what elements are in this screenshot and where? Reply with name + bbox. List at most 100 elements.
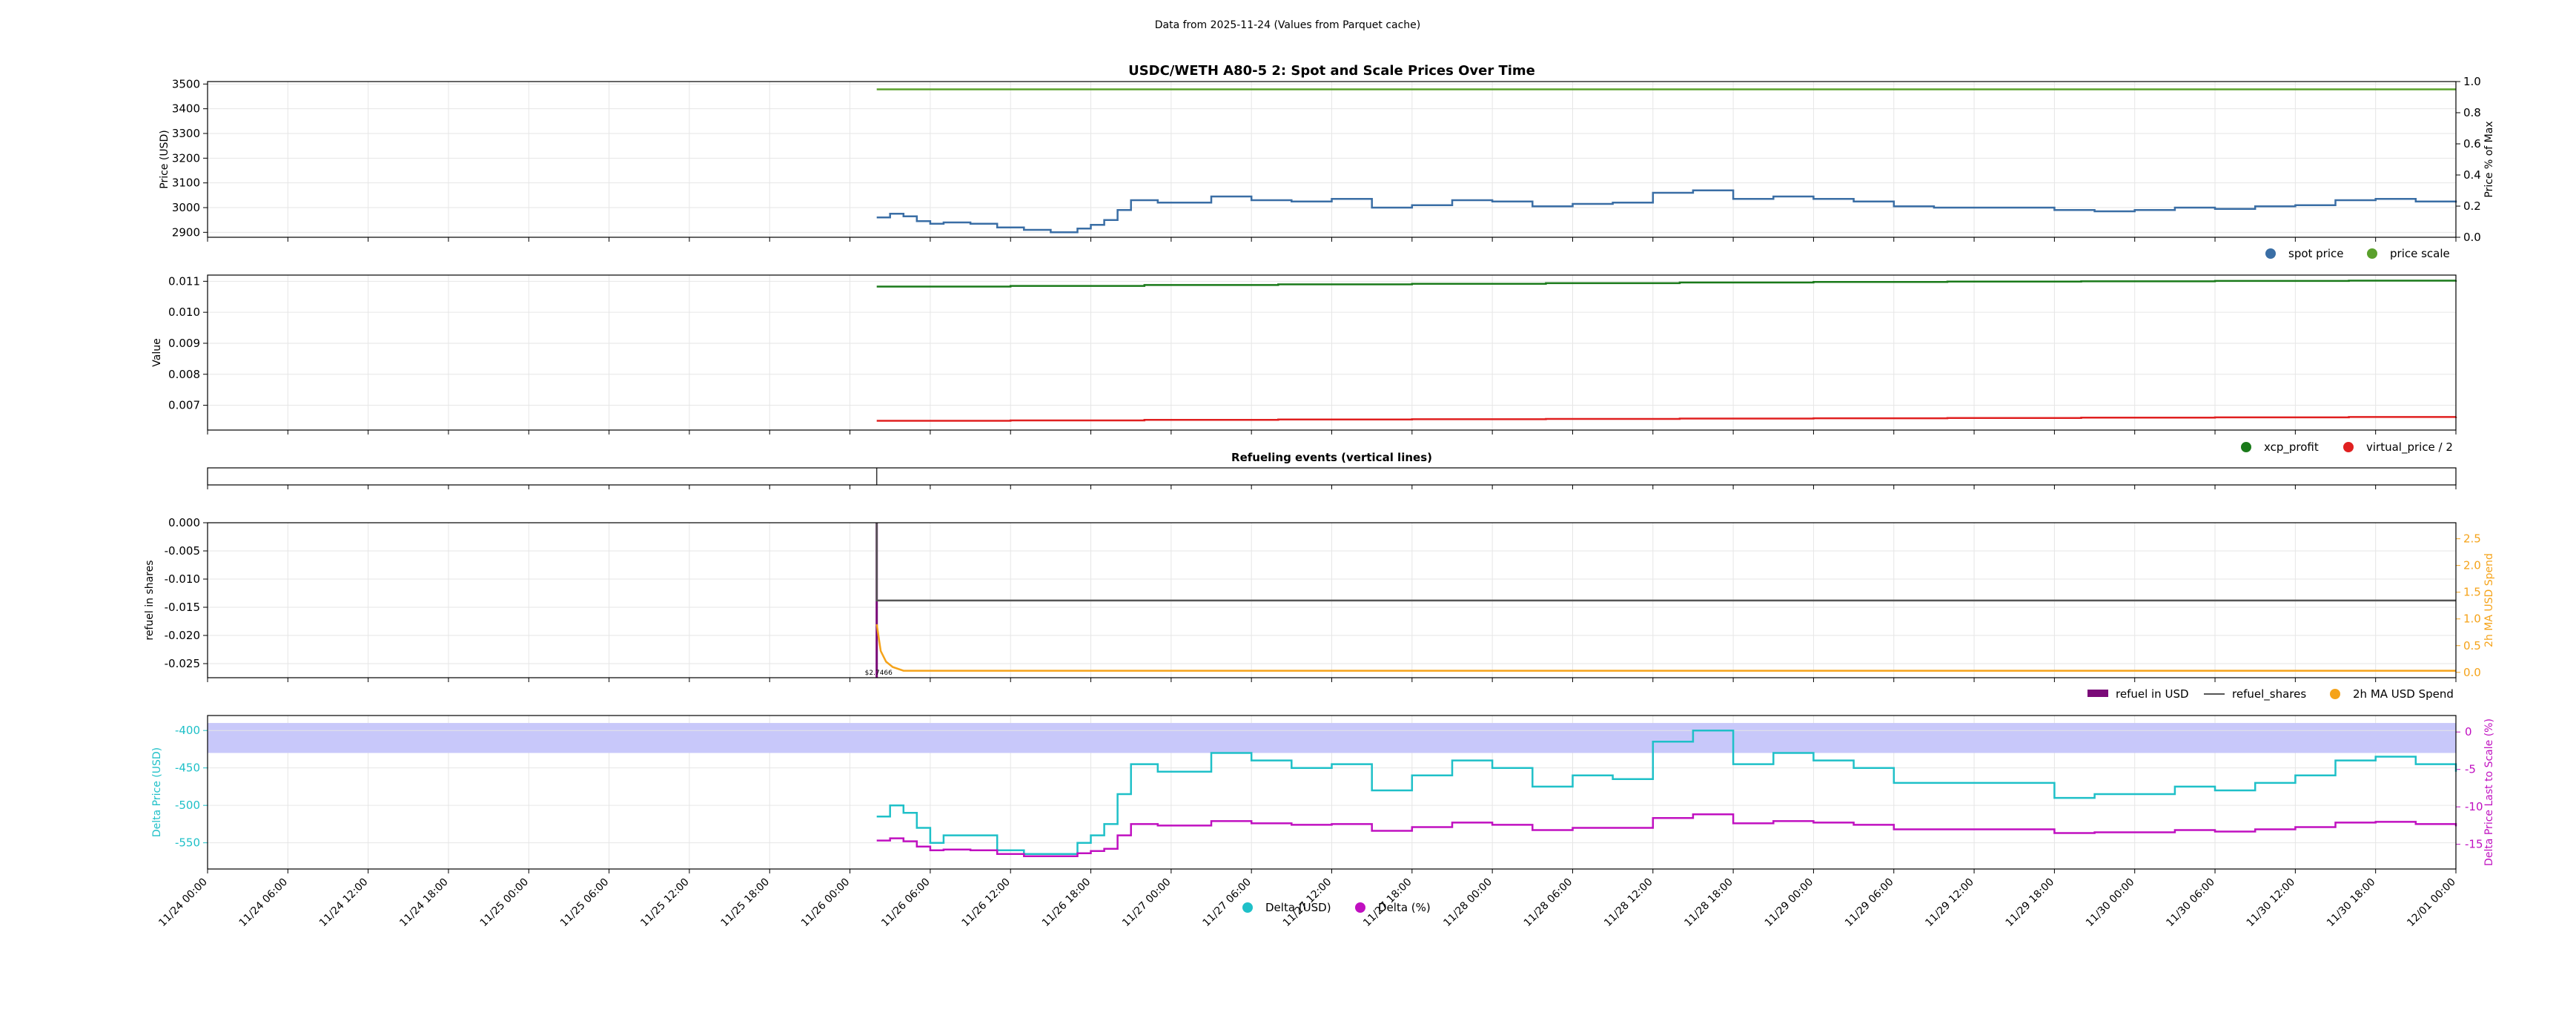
panel-delta-price: 11/24 00:00 11/24 06:00 11/24 12:00 11/24 1… xyxy=(151,715,2495,930)
legend-marker xyxy=(1355,902,1365,913)
y-tick-label: 3100 xyxy=(172,176,200,190)
x-tick-label: 11/27 06:00 xyxy=(1200,876,1254,930)
chart-title: USDC/WETH A80-5 2: Spot and Scale Prices… xyxy=(1128,63,1535,79)
legend-marker xyxy=(2241,442,2251,452)
y-tick-label: 0.011 xyxy=(168,274,200,288)
chart-title: Refueling events (vertical lines) xyxy=(1231,451,1432,464)
y-right-tick-label: 2.5 xyxy=(2463,532,2481,546)
y-right-tick-label: 0.8 xyxy=(2463,106,2481,119)
panel-spot-scale-prices: 3500 3400 3300 3200 3100 3000 2900 1.0 0.8 0.6 0.4… xyxy=(159,63,2495,260)
y-right-axis-label: 2h MA USD Spend xyxy=(2483,553,2495,647)
refuel-shares-line xyxy=(875,523,2456,602)
legend-label: price scale xyxy=(2390,247,2450,260)
panel-xcp-virtual-price: 0.011 0.010 0.009 0.008 0.007 Value xcp_profit… xyxy=(151,274,2457,455)
x-tick-label: 11/29 12:00 xyxy=(1923,876,1976,930)
y-right-tick-label: 0.6 xyxy=(2463,137,2481,151)
y-axis-label: Delta Price (USD) xyxy=(151,747,163,837)
plot-frame xyxy=(207,81,2457,238)
legend-label: virtual_price / 2 xyxy=(2366,440,2453,455)
x-tick-label: 11/28 06:00 xyxy=(1522,876,1575,930)
legend-label: xcp_profit xyxy=(2264,440,2319,455)
x-tick-label: 11/30 00:00 xyxy=(2084,876,2137,930)
plot-frame xyxy=(207,715,2457,870)
y-tick-label: -0.025 xyxy=(165,657,200,670)
y-axis-label: refuel in shares xyxy=(144,560,156,640)
legend-label: refuel_shares xyxy=(2232,687,2306,701)
y-tick-label: 3400 xyxy=(172,102,200,116)
y-right-axis-label: Price % of Max xyxy=(2483,121,2495,197)
y-right-tick-label: 0.0 xyxy=(2463,666,2481,679)
x-tick-label: 11/26 00:00 xyxy=(799,876,852,930)
x-tick-label: 11/28 00:00 xyxy=(1441,876,1494,930)
xcp-profit-line xyxy=(876,280,2457,288)
x-tick-label: 11/25 12:00 xyxy=(638,876,692,930)
x-tick-label: 11/30 06:00 xyxy=(2164,876,2217,930)
y-tick-label: -550 xyxy=(175,836,200,850)
x-tick-label: 11/27 00:00 xyxy=(1120,876,1173,930)
x-tick-label: 11/30 18:00 xyxy=(2325,876,2378,930)
x-tick-label: 11/24 00:00 xyxy=(156,876,210,930)
x-tick-label: 11/29 18:00 xyxy=(2004,876,2057,930)
y-tick-label: 3500 xyxy=(172,77,200,90)
x-tick-label: 11/30 12:00 xyxy=(2245,876,2298,930)
figure-suptitle: Data from 2025-11-24 (Values from Parque… xyxy=(1155,19,1421,31)
legend-marker xyxy=(2343,442,2354,452)
plot-frame xyxy=(207,522,2457,678)
y-right-tick-label: 0.4 xyxy=(2463,168,2481,182)
y-right-tick-label: 0.5 xyxy=(2463,639,2481,652)
x-tick-label: 11/25 00:00 xyxy=(478,876,532,930)
legend-marker xyxy=(2330,689,2340,699)
y-right-tick-label: 1.0 xyxy=(2463,612,2481,626)
x-tick-label: 11/26 06:00 xyxy=(879,876,933,930)
legend-label: 2h MA USD Spend xyxy=(2353,687,2454,701)
refuel-annotation: $2.7466 xyxy=(865,670,893,677)
target-band xyxy=(208,723,2456,753)
x-tick-label: 11/28 12:00 xyxy=(1602,876,1655,930)
y-tick-label: -0.010 xyxy=(165,572,200,586)
x-tick-label: 11/28 18:00 xyxy=(1682,876,1735,930)
y-tick-label: 3300 xyxy=(172,127,200,140)
ma-usd-spend-line xyxy=(875,624,2456,672)
legend-marker xyxy=(1242,902,1253,913)
y-right-tick-label: 0.0 xyxy=(2463,231,2481,244)
y-right-tick-label: 2.0 xyxy=(2463,559,2481,572)
y-axis-label: Price (USD) xyxy=(159,130,170,188)
y-tick-label: 0.007 xyxy=(168,399,200,412)
delta-percent-line xyxy=(876,813,2457,858)
x-tick-label: 11/29 00:00 xyxy=(1763,876,1816,930)
legend-marker xyxy=(2367,248,2377,259)
y-tick-label: 0.000 xyxy=(168,516,200,529)
y-right-axis-label: Delta Price Last to Scale (%) xyxy=(2483,718,2495,866)
virtual-price-line xyxy=(876,416,2457,422)
y-right-tick-label: -5 xyxy=(2465,763,2476,776)
y-right-tick-label: 1.0 xyxy=(2463,75,2481,88)
x-tick-label: 11/26 12:00 xyxy=(960,876,1013,930)
y-right-tick-label: 1.5 xyxy=(2463,586,2481,599)
y-right-tick-label: -15 xyxy=(2465,838,2483,851)
legend-label: Delta (USD) xyxy=(1265,901,1331,914)
y-tick-label: -0.015 xyxy=(165,601,200,614)
y-tick-label: -0.020 xyxy=(165,629,200,642)
y-tick-label: -450 xyxy=(175,761,200,775)
x-tick-label: 11/24 18:00 xyxy=(397,876,451,930)
spot-price-line xyxy=(876,189,2457,234)
y-tick-label: -0.005 xyxy=(165,544,200,558)
chart-panels: 3500 3400 3300 3200 3100 3000 2900 1.0 0.8 0.6 0.4… xyxy=(144,63,2495,929)
x-tick-label: 11/29 06:00 xyxy=(1843,876,1896,930)
plot-frame xyxy=(207,467,2457,486)
legend-marker xyxy=(2265,248,2276,259)
y-right-tick-label: 0 xyxy=(2465,725,2472,739)
x-tick-label: 11/24 06:00 xyxy=(237,876,291,930)
legend-label: spot price xyxy=(2288,247,2344,260)
legend-label: Delta (%) xyxy=(1378,901,1431,914)
y-tick-label: 0.010 xyxy=(168,305,200,319)
y-right-tick-label: -10 xyxy=(2465,800,2483,813)
legend-label: refuel in USD xyxy=(2116,687,2189,701)
legend-marker xyxy=(2087,690,2108,697)
x-tick-label: 11/25 06:00 xyxy=(558,876,612,930)
x-tick-label: 11/24 12:00 xyxy=(317,876,371,930)
y-tick-label: -400 xyxy=(175,724,200,737)
panel-refuel-shares: 0.000 -0.005 -0.010 -0.015 -0.020 -0.025 2.5 2.… xyxy=(144,516,2495,701)
y-tick-label: 2900 xyxy=(172,225,200,239)
x-tick-label: 12/01 00:00 xyxy=(2405,876,2458,930)
